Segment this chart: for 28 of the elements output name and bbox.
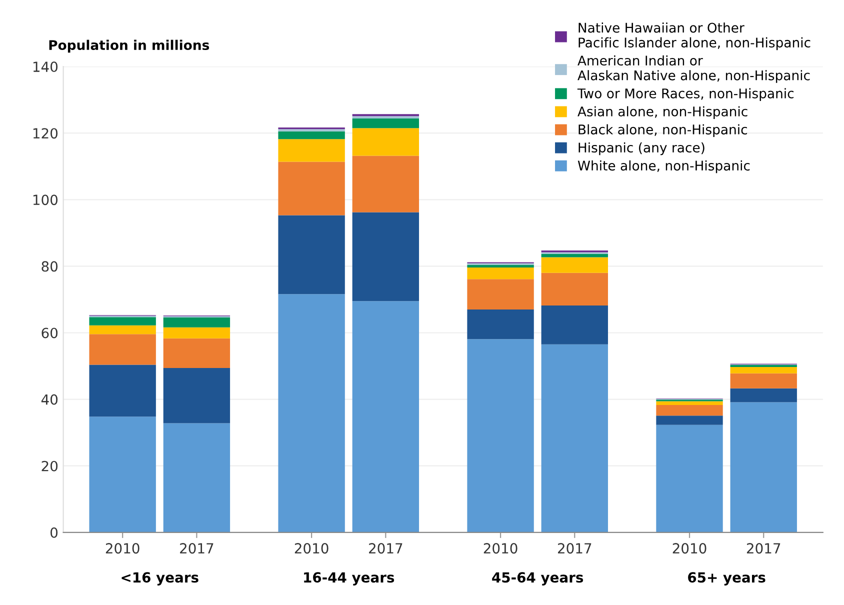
- legend-label: Native Hawaiian or Other Pacific Islander alone, non-Hispanic: [578, 22, 810, 50]
- y-axis-title: Population in millions: [49, 40, 210, 53]
- y-tick-label: 100: [33, 194, 58, 206]
- y-tick-label: 120: [33, 128, 58, 139]
- x-tick-label: 2017: [746, 543, 780, 554]
- y-tick-label: 20: [42, 460, 58, 472]
- x-tick-label: 2010: [484, 543, 518, 554]
- legend-label: Hispanic (any race): [578, 142, 704, 156]
- y-tick-label: 80: [42, 261, 58, 272]
- text: 16-44 years: [304, 572, 394, 586]
- y-tick-label: 60: [42, 328, 58, 338]
- x-tick-label: 2017: [369, 543, 402, 554]
- text: <16 years: [122, 572, 198, 586]
- y-tick-label: 0: [50, 527, 58, 538]
- x-tick-label: 2010: [294, 543, 328, 554]
- x-tick-label: 2010: [106, 543, 140, 554]
- text: 45-64 years: [492, 572, 584, 586]
- legend-label: American Indian or Alaskan Native alone, non-Hispanic: [578, 55, 810, 83]
- legend-label: Black alone, non-Hispanic: [578, 124, 747, 138]
- legend-label: Two or More Races, non-Hispanic: [577, 88, 794, 101]
- x-tick-label: 2010: [672, 543, 706, 554]
- legend-label: White alone, non-Hispanic: [578, 160, 750, 174]
- x-tick-label: 2017: [558, 543, 592, 554]
- text: 65+ years: [688, 572, 766, 586]
- y-tick-label: 40: [41, 394, 58, 405]
- x-tick-label: 2017: [180, 543, 214, 554]
- y-tick-label: 140: [33, 62, 58, 72]
- legend-label: Asian alone, non-Hispanic: [578, 106, 748, 119]
